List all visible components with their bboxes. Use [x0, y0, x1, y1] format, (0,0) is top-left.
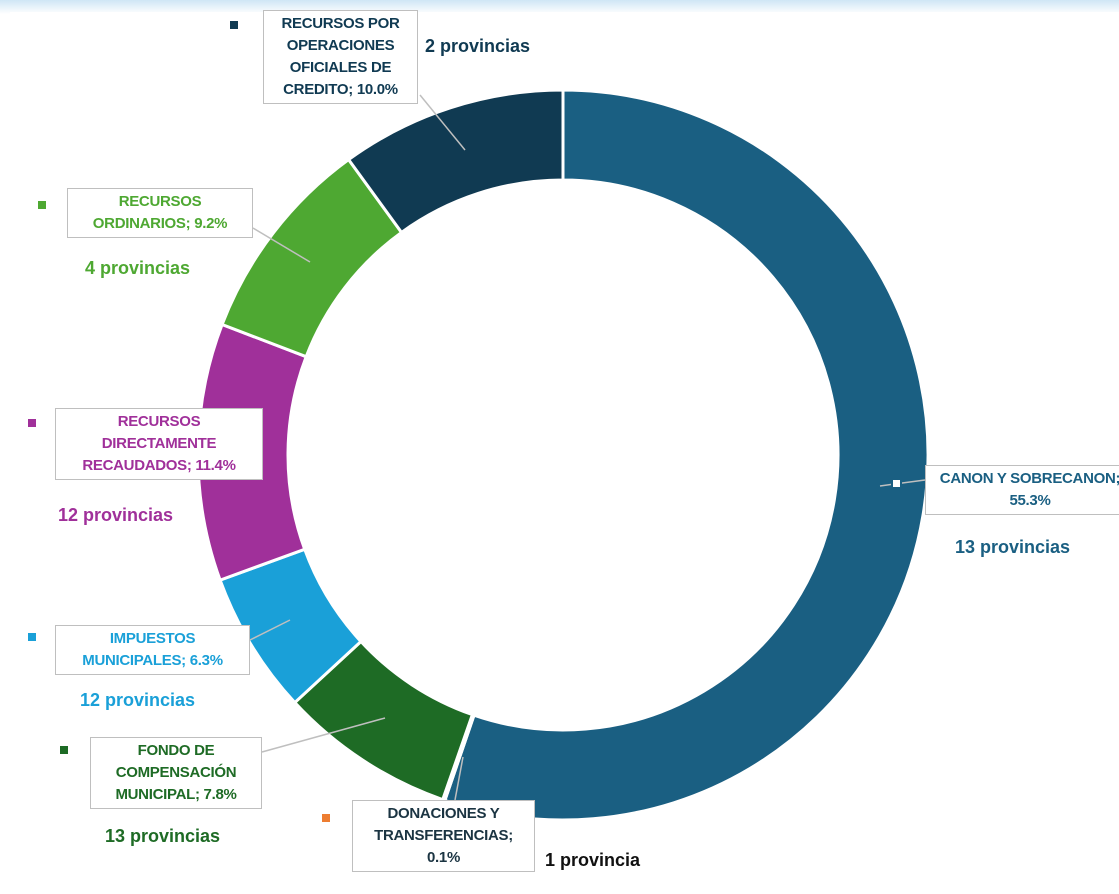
slice	[346, 88, 565, 235]
slice	[442, 88, 930, 822]
leader-line	[252, 227, 311, 263]
annotation: 4 provincias	[85, 258, 191, 278]
data-label: RECURSOS DIRECTAMENTE RECAUDADOS; 11.4%	[55, 408, 263, 480]
data-label: IMPUESTOS MUNICIPALES; 6.3%	[55, 625, 250, 675]
leader-line	[879, 479, 926, 487]
legend-marker	[28, 633, 36, 641]
leader-line	[261, 717, 386, 753]
annotation: 12 provincias	[58, 505, 174, 525]
data-label: FONDO DE COMPENSACIÓN MUNICIPAL; 7.8%	[90, 737, 262, 809]
annotation: 13 provincias	[955, 537, 1071, 557]
data-label: RECURSOS ORDINARIOS; 9.2%	[67, 188, 253, 238]
leader-line	[419, 94, 466, 151]
data-label: RECURSOS POR OPERACIONES OFICIALES DE CR…	[263, 10, 418, 104]
legend-marker	[38, 201, 46, 209]
annotation: 13 provincias	[105, 826, 221, 846]
legend-marker	[891, 478, 902, 489]
legend-marker	[60, 746, 68, 754]
legend-marker	[28, 419, 36, 427]
legend-marker	[230, 21, 238, 29]
data-label: DONACIONES Y TRANSFERENCIAS; 0.1%	[352, 800, 535, 872]
annotation: 12 provincias	[80, 690, 196, 710]
data-label: CANON Y SOBRECANON; 55.3%	[925, 465, 1119, 515]
annotation: 2 provincias	[425, 36, 531, 56]
legend-marker	[322, 814, 330, 822]
annotation: 1 provincia	[545, 850, 641, 870]
leader-line	[454, 756, 464, 801]
leader-line	[249, 619, 291, 641]
